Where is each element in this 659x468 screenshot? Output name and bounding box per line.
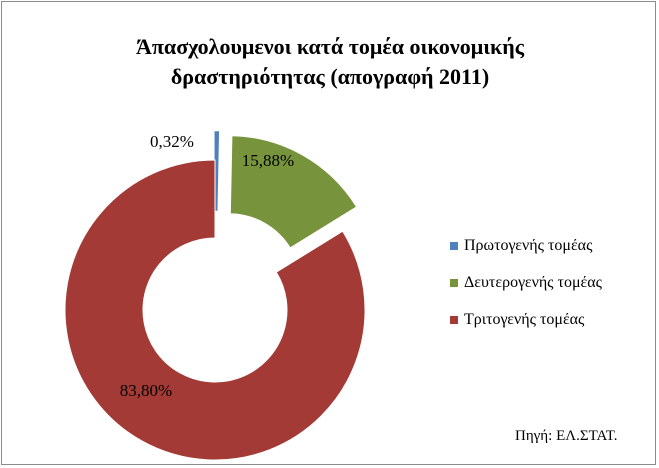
source-note: Πηγή: ΕΛ.ΣΤΑΤ. — [515, 428, 618, 444]
legend-label-primary: Πρωτογενής τομέας — [464, 237, 593, 254]
chart-title: Άπασχολουμενοι κατά τομέα οικονομικής δρ… — [60, 32, 600, 92]
data-label-primary: 0,32% — [150, 132, 194, 151]
slice-primary — [214, 131, 220, 211]
slice-secondary — [229, 135, 358, 249]
legend-item-secondary: Δευτερογενής τομέας — [450, 273, 602, 293]
data-label-secondary: 15,88% — [242, 151, 294, 170]
legend-swatch-primary — [450, 242, 458, 250]
legend: Πρωτογενής τομέας Δευτερογενής τομέας Τρ… — [450, 236, 602, 347]
legend-swatch-tertiary — [450, 316, 458, 324]
data-label-tertiary: 83,80% — [120, 381, 172, 400]
chart-title-line2: δραστηριότητας (απογραφή 2011) — [170, 64, 490, 89]
legend-item-tertiary: Τριτογενής τομέας — [450, 310, 602, 330]
chart-title-line1: Άπασχολουμενοι κατά τομέα οικονομικής — [135, 34, 525, 59]
legend-swatch-secondary — [450, 279, 458, 287]
legend-item-primary: Πρωτογενής τομέας — [450, 236, 602, 256]
legend-label-tertiary: Τριτογενής τομέας — [464, 311, 585, 328]
legend-label-secondary: Δευτερογενής τομέας — [464, 274, 602, 291]
slice-tertiary — [64, 159, 366, 461]
